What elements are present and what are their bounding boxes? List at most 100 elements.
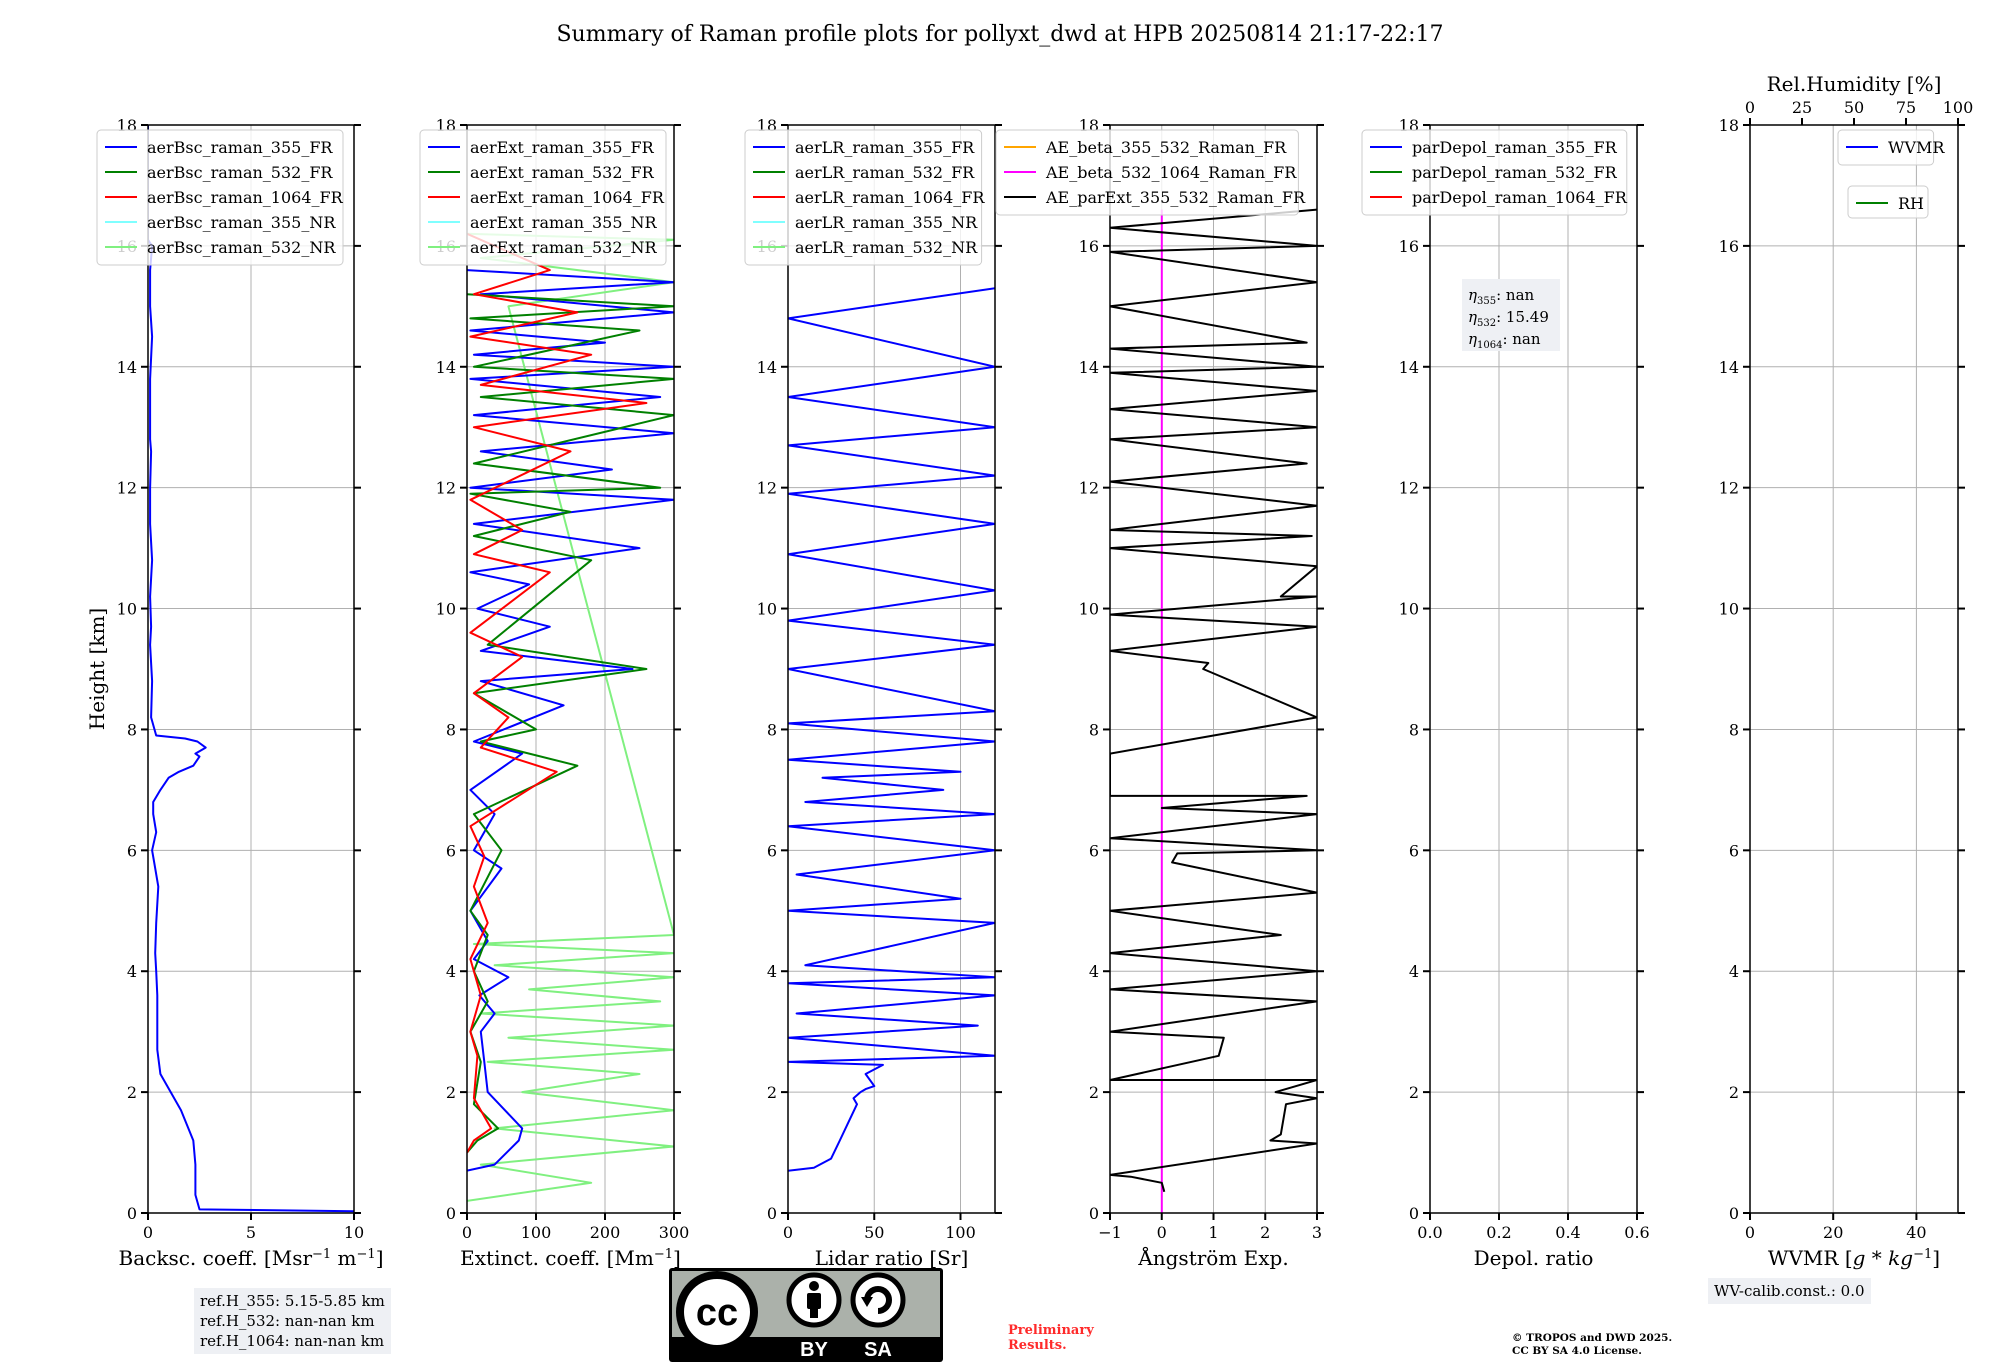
legend-label: aerLR_raman_355_FR	[795, 138, 975, 157]
y-tick-label: 0	[1089, 1204, 1099, 1223]
wv-calibration-box: WV-calib.const.: 0.0	[1708, 1278, 1871, 1304]
x-tick-label: 5	[246, 1223, 256, 1242]
series-group	[148, 125, 354, 1213]
x-tick-label: 300	[659, 1223, 690, 1242]
top-x-tick-label: 50	[1844, 98, 1864, 117]
preliminary-results-note: Preliminary Results.	[1008, 1323, 1148, 1353]
x-tick-label: 10	[344, 1223, 364, 1242]
top-x-tick-label: 100	[1943, 98, 1974, 117]
eta-line: η355: nan	[1468, 286, 1535, 307]
y-tick-label: 16	[1399, 237, 1419, 256]
top-x-axis-label: Rel.Humidity [%]	[1767, 72, 1942, 96]
legend-label: parDepol_raman_355_FR	[1412, 138, 1618, 157]
legend-box	[1837, 129, 1935, 166]
axes-frame	[1429, 124, 1638, 1214]
x-tick-label: 0.2	[1486, 1223, 1511, 1242]
y-tick-label: 6	[1089, 841, 1099, 860]
series-group	[1110, 208, 1317, 1213]
x-tick-label: 0	[783, 1223, 793, 1242]
legend: aerLR_raman_355_FR aerLR_raman_532_FR aerL…	[744, 129, 985, 266]
legend-label: aerBsc_raman_355_FR	[147, 138, 333, 157]
x-tick-label: 0	[462, 1223, 472, 1242]
legend: parDepol_raman_355_FR parDepol_raman_532_…	[1361, 129, 1628, 216]
y-tick-label: 6	[127, 841, 137, 860]
y-tick-label: 4	[127, 962, 137, 981]
cc-by-sa-license-badge: cc BY SA	[669, 1268, 943, 1362]
legend-label: AE_beta_532_1064_Raman_FR	[1045, 163, 1297, 182]
x-axis-label: Backsc. coeff. [Msr−1 m−1]	[119, 1246, 384, 1270]
legend-label: aerExt_raman_355_NR	[470, 213, 658, 232]
y-tick-label: 12	[1399, 479, 1419, 498]
x-tick-label: 40	[1906, 1223, 1926, 1242]
y-tick-label: 2	[767, 1083, 777, 1102]
y-tick-label: 2	[446, 1083, 456, 1102]
axes-frame	[787, 124, 996, 1214]
y-tick-label: 14	[1079, 358, 1099, 377]
panel-lidar_ratio: 024681012141618050100Lidar ratio [Sr]aer…	[744, 116, 1002, 1270]
y-tick-label: 12	[1719, 479, 1739, 498]
ref-height-355: ref.H_355: 5.15-5.85 km	[200, 1292, 385, 1310]
y-tick-label: 0	[1729, 1204, 1739, 1223]
y-tick-label: 2	[1409, 1083, 1419, 1102]
legend-label: aerBsc_raman_355_NR	[147, 213, 336, 232]
y-tick-label: 6	[446, 841, 456, 860]
x-axis-label: Extinct. coeff. [Mm−1]	[460, 1246, 681, 1270]
reference-height-box: ref.H_355: 5.15-5.85 km ref.H_532: nan-n…	[194, 1288, 391, 1354]
legend-label: AE_beta_355_532_Raman_FR	[1045, 138, 1287, 157]
series-line-aerLR_raman_355_FR	[788, 287, 995, 1172]
y-tick-label: 6	[1729, 841, 1739, 860]
x-tick-label: 0	[1157, 1223, 1167, 1242]
y-tick-label: 2	[1729, 1083, 1739, 1102]
y-tick-label: 14	[1719, 358, 1739, 377]
y-tick-label: 12	[117, 479, 137, 498]
copyright-line-1: © TROPOS and DWD 2025.	[1512, 1332, 1673, 1344]
legend-label: RH	[1898, 194, 1924, 213]
top-x-tick-label: 75	[1896, 98, 1916, 117]
sa-label: SA	[864, 1339, 892, 1361]
y-tick-label: 8	[127, 720, 137, 739]
y-tick-label: 4	[1089, 962, 1099, 981]
series-line-AE_parExt_355_532_Raman_FR	[1110, 208, 1317, 1193]
legend-box	[96, 129, 344, 266]
legend-label: aerExt_raman_1064_FR	[470, 188, 665, 207]
legend-label: AE_parExt_355_532_Raman_FR	[1045, 188, 1306, 207]
x-tick-label: 3	[1312, 1223, 1322, 1242]
legend-label: aerLR_raman_532_FR	[795, 163, 975, 182]
y-tick-label: 4	[767, 962, 777, 981]
y-tick-label: 0	[127, 1204, 137, 1223]
legend-box	[744, 129, 983, 266]
legend-label: WVMR	[1888, 138, 1945, 157]
y-tick-label: 8	[767, 720, 777, 739]
y-tick-label: 8	[1409, 720, 1419, 739]
preliminary-line-2: Results.	[1008, 1338, 1067, 1353]
legend-label: aerLR_raman_1064_FR	[795, 188, 985, 207]
y-tick-label: 14	[117, 358, 137, 377]
legend-box	[419, 129, 667, 266]
series-group	[467, 232, 674, 1202]
y-tick-label: 16	[1079, 237, 1099, 256]
y-tick-label: 6	[1409, 841, 1419, 860]
axes-frame	[1749, 124, 1959, 1214]
copyright-note: © TROPOS and DWD 2025. CC BY SA 4.0 Lice…	[1512, 1332, 1772, 1358]
legend-label: aerBsc_raman_532_FR	[147, 163, 333, 182]
legend-label: aerBsc_raman_1064_FR	[147, 188, 344, 207]
x-tick-label: 0.0	[1417, 1223, 1442, 1242]
x-tick-label: 0.6	[1624, 1223, 1649, 1242]
x-tick-label: 0	[143, 1223, 153, 1242]
legend-box	[1361, 129, 1628, 216]
y-tick-label: 0	[1409, 1204, 1419, 1223]
legend-label: aerExt_raman_355_FR	[470, 138, 655, 157]
legend-label: aerBsc_raman_532_NR	[147, 238, 336, 257]
y-tick-label: 10	[436, 600, 456, 619]
legend-label: aerLR_raman_355_NR	[795, 213, 978, 232]
y-tick-label: 4	[446, 962, 456, 981]
panel-water_vapor: 0 2 4 6 8 10 12 14 16 18 0 20 40 WVMR [g * kg−1] 0 25 50…	[1719, 72, 1974, 1270]
share-alike-icon	[850, 1272, 906, 1328]
axes-frame	[466, 124, 675, 1214]
eta-line: η532: 15.49	[1468, 308, 1549, 329]
x-tick-label: 200	[590, 1223, 621, 1242]
x-tick-label: 1	[1208, 1223, 1218, 1242]
y-tick-label: 10	[1719, 600, 1739, 619]
x-axis-label: Lidar ratio [Sr]	[815, 1246, 969, 1270]
